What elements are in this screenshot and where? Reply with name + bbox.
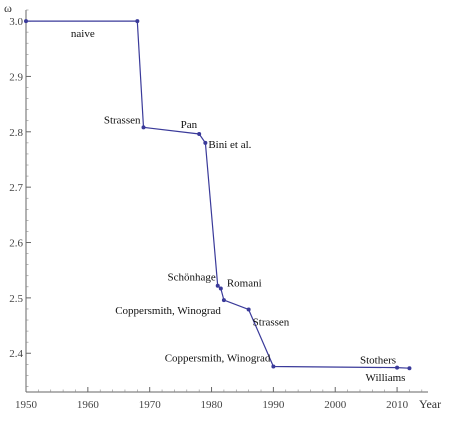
data-point [203, 140, 208, 145]
x-tick-label: 1960 [77, 399, 100, 411]
y-tick-label: 2.5 [9, 293, 23, 305]
y-tick-label: 2.9 [9, 71, 23, 83]
y-tick-label: 2.4 [9, 348, 23, 360]
axes: 1950 1960 1970 1980 1990 2000 2010 2.4 2.5 2.6 2.7… [9, 9, 428, 411]
x-tick-label: 1970 [139, 399, 162, 411]
data-point [395, 365, 400, 370]
x-tick-label: 1950 [15, 399, 38, 411]
annotation-label: Strassen [253, 317, 290, 329]
data-point [407, 366, 412, 371]
y-tick-label: 3.0 [9, 16, 23, 28]
y-tick-label: 2.8 [9, 127, 23, 139]
annotation-label: Coppersmith, Winograd [115, 305, 221, 317]
annotation-label: Williams [366, 372, 406, 384]
data-point [135, 19, 140, 24]
x-tick-label: 1980 [201, 399, 224, 411]
data-point [197, 132, 202, 137]
data-point [24, 19, 28, 24]
annotation-label: Bini et al. [208, 139, 251, 151]
x-tick-label: 1990 [262, 399, 285, 411]
data-point [246, 307, 251, 312]
data-point [215, 283, 220, 288]
series-line [26, 20, 410, 369]
annotation-label: Pan [181, 119, 198, 131]
x-tick-label: 2010 [386, 399, 409, 411]
x-tick-label: 2000 [324, 399, 347, 411]
annotation-label: Schönhage [167, 272, 215, 284]
data-point [218, 286, 223, 291]
data-point [271, 364, 276, 369]
y-axis-title: ω [4, 1, 12, 15]
annotation-label: Strassen [104, 114, 141, 126]
annotation-label: naive [71, 28, 95, 40]
annotation-label: Stothers [360, 355, 396, 367]
annotation-label: Romani [227, 277, 262, 289]
annotation-label: Coppersmith, Winograd [165, 353, 271, 365]
data-point [141, 125, 146, 130]
annotation-layer: naive Strassen Pan Bini et al. Schönhage Roma… [71, 28, 406, 384]
y-tick-label: 2.6 [9, 238, 23, 250]
plot-area [24, 19, 412, 371]
data-point [221, 298, 226, 303]
x-axis-title: Year [419, 397, 441, 411]
y-tick-label: 2.7 [9, 182, 23, 194]
